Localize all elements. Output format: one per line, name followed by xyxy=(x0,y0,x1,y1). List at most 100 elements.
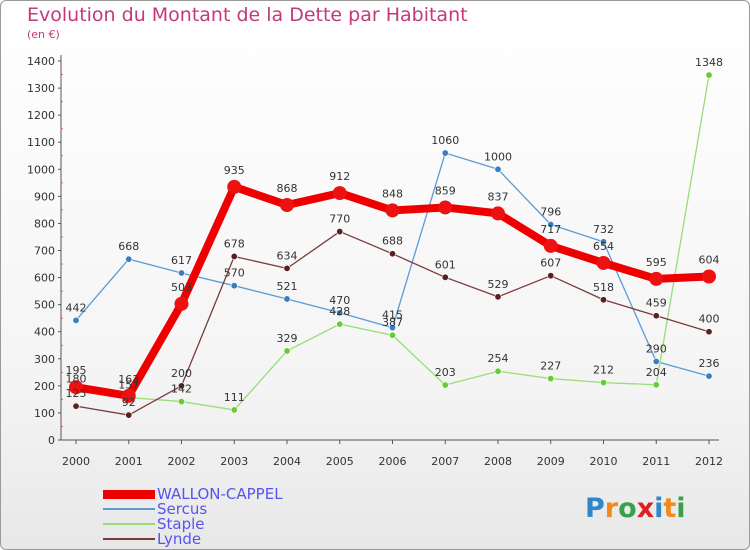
y-tick-label: 100 xyxy=(34,407,55,420)
data-label: 570 xyxy=(224,267,245,280)
x-tick-label: 2012 xyxy=(695,455,723,468)
series-wallon-cappel xyxy=(69,179,716,403)
data-label: 837 xyxy=(488,190,509,203)
data-point xyxy=(494,293,502,301)
data-point xyxy=(441,273,449,281)
x-tick-label: 2008 xyxy=(484,455,512,468)
y-tick-label: 1300 xyxy=(27,82,55,95)
series-sercus xyxy=(72,149,713,380)
data-label: 634 xyxy=(277,249,298,262)
data-point xyxy=(283,295,291,303)
data-point xyxy=(125,411,133,419)
data-point xyxy=(441,381,449,389)
data-label: 717 xyxy=(540,223,561,236)
y-tick-label: 1100 xyxy=(27,136,55,149)
data-label: 503 xyxy=(171,281,192,294)
data-label: 595 xyxy=(646,256,667,269)
axes: 0 100 200 300 400 500 600 700 800 900 1000 1100 1200… xyxy=(27,55,723,468)
data-point xyxy=(599,296,607,304)
data-point xyxy=(178,269,186,277)
data-label: 400 xyxy=(699,313,720,326)
data-label: 290 xyxy=(646,342,667,355)
data-point xyxy=(227,179,242,194)
logo-letter: t xyxy=(663,493,677,524)
x-tick-label: 2002 xyxy=(168,455,196,468)
x-tick-label: 2007 xyxy=(431,455,459,468)
data-label: 604 xyxy=(699,253,720,266)
data-point xyxy=(494,367,502,375)
y-tick-label: 900 xyxy=(34,190,55,203)
data-point xyxy=(652,312,660,320)
data-label: 859 xyxy=(435,184,456,197)
data-point xyxy=(336,309,344,317)
x-tick-label: 2000 xyxy=(62,455,90,468)
data-label: 204 xyxy=(646,366,667,379)
data-label: 848 xyxy=(382,187,403,200)
proxiti-logo: Proxiti xyxy=(585,493,686,524)
data-point xyxy=(69,380,83,395)
data-point xyxy=(702,269,716,284)
y-tick-label: 800 xyxy=(34,217,55,230)
data-label: 1060 xyxy=(431,134,459,147)
data-label: 142 xyxy=(171,383,192,396)
data-label: 617 xyxy=(171,254,192,267)
x-tick-label: 2011 xyxy=(642,455,670,468)
x-tick-label: 2003 xyxy=(220,455,248,468)
data-label: 111 xyxy=(224,391,245,404)
y-tick-label: 1400 xyxy=(27,55,55,68)
data-label: 428 xyxy=(329,305,350,318)
legend-swatch xyxy=(103,490,155,499)
data-label: 195 xyxy=(66,364,87,377)
data-label: 203 xyxy=(435,366,456,379)
legend-label: WALLON-CAPPEL xyxy=(157,485,283,503)
data-point xyxy=(283,347,291,355)
data-label: 518 xyxy=(593,281,614,294)
data-point xyxy=(283,264,291,272)
data-label: 459 xyxy=(646,297,667,310)
data-point xyxy=(388,324,396,332)
data-labels: 195 163 503 935 868 912 848 859 837 717 654 595 604 4… xyxy=(66,56,724,409)
data-label: 732 xyxy=(593,223,614,236)
legend-swatch xyxy=(103,523,155,525)
y-tick-label: 200 xyxy=(34,380,55,393)
data-label: 688 xyxy=(382,235,403,248)
data-point xyxy=(230,406,238,414)
data-point xyxy=(547,272,555,280)
data-label: 125 xyxy=(66,387,87,400)
data-point xyxy=(230,282,238,290)
legend-label: Sercus xyxy=(157,500,208,518)
data-point xyxy=(705,71,713,79)
data-point xyxy=(596,255,611,270)
logo-letter: r xyxy=(604,493,619,524)
data-point xyxy=(649,271,664,286)
data-point xyxy=(125,255,133,263)
data-point xyxy=(178,398,186,406)
data-label: 607 xyxy=(540,257,561,270)
y-tick-label: 1200 xyxy=(27,109,55,122)
y-tick-label: 600 xyxy=(34,272,55,285)
data-point xyxy=(72,402,80,410)
logo-letter: x xyxy=(636,493,655,524)
data-point xyxy=(599,238,607,246)
x-tick-label: 2006 xyxy=(379,455,407,468)
data-point xyxy=(336,228,344,236)
y-tick-label: 500 xyxy=(34,299,55,312)
data-label: 935 xyxy=(224,164,245,177)
legend-swatch xyxy=(103,538,155,540)
data-point xyxy=(280,198,294,213)
data-label: 157 xyxy=(118,378,139,391)
data-point xyxy=(441,149,449,157)
y-tick-label: 300 xyxy=(34,353,55,366)
data-label: 236 xyxy=(699,357,720,370)
legend-label: Staple xyxy=(157,515,205,533)
y-tick-label: 400 xyxy=(34,326,55,339)
data-label: 442 xyxy=(66,301,87,314)
data-point xyxy=(230,252,238,260)
data-point xyxy=(332,186,347,201)
data-point xyxy=(385,203,400,218)
data-point xyxy=(705,372,713,380)
data-label: 868 xyxy=(277,182,298,195)
data-label: 227 xyxy=(540,360,561,373)
data-label: 415 xyxy=(382,309,403,322)
